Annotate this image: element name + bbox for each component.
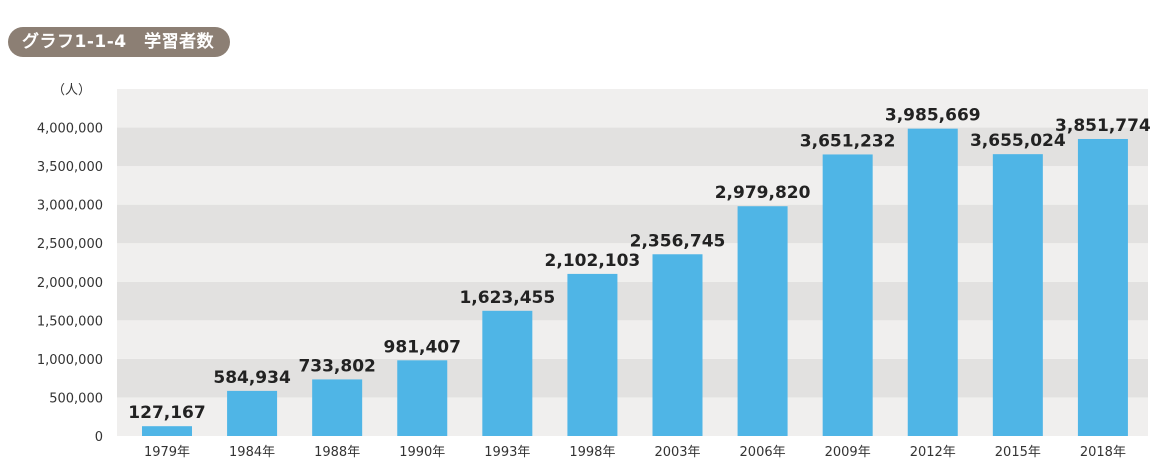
bar [822,154,873,436]
data-label: 3,655,024 [970,131,1066,151]
grid-band [117,358,1148,398]
x-tick-label: 2012年 [910,445,956,460]
x-tick-label: 2006年 [740,445,786,460]
grid-band [117,127,1148,167]
y-axis-ticks: 0 500,000 1,000,000 1,500,000 2,000,000 2,500… [37,122,103,445]
grid-band [117,166,1148,205]
bars [142,128,1128,437]
grid-band [117,89,1148,128]
bar [312,379,363,436]
y-tick-label: 3,500,000 [37,160,103,175]
grid-band [117,243,1148,282]
bar [397,360,448,436]
data-label: 2,102,103 [545,251,641,271]
x-tick-label: 1988年 [314,445,360,460]
bar [1077,138,1128,437]
bar [227,390,278,436]
x-tick-label: 1984年 [229,445,275,460]
bar [907,128,958,436]
y-axis-unit: （人） [52,83,91,98]
y-tick-label: 1,500,000 [37,314,103,329]
y-tick-label: 2,000,000 [37,276,103,291]
x-tick-label: 1990年 [399,445,445,460]
y-tick-label: 3,000,000 [37,199,103,214]
y-tick-label: 1,000,000 [37,353,103,368]
x-tick-label: 1993年 [484,445,530,460]
bar [482,310,533,436]
y-tick-label: 4,000,000 [37,122,103,137]
bar [992,154,1043,436]
data-label: 2,356,745 [630,231,726,251]
x-tick-label: 2003年 [654,445,700,460]
data-label: 3,651,232 [800,131,896,151]
x-axis-ticks: 1979年 1984年 1988年 1990年 1993年 1998年 2003年 2006年… [144,445,1126,460]
data-label: 3,851,774 [1055,116,1151,136]
y-tick-label: 0 [95,430,103,445]
grid-bands [117,89,1148,436]
x-tick-label: 1979年 [144,445,190,460]
data-label: 1,623,455 [459,288,555,308]
data-label: 981,407 [384,337,461,357]
data-label: 127,167 [128,403,205,423]
x-tick-label: 1998年 [569,445,615,460]
x-tick-label: 2015年 [995,445,1041,460]
grid-band [117,281,1148,321]
data-label: 584,934 [213,368,291,388]
data-labels: 127,167 584,934 733,802 981,407 1,623,455 2,1… [128,106,1151,424]
x-tick-label: 2018年 [1080,445,1126,460]
bar [567,273,618,436]
bar [652,254,703,436]
chart-title: グラフ1-1-4 学習者数 [8,27,231,57]
bar [142,426,192,436]
data-label: 733,802 [298,356,375,376]
grid-band [117,320,1148,359]
data-label: 3,985,669 [885,106,981,126]
x-tick-label: 2009年 [825,445,871,460]
y-tick-label: 2,500,000 [37,237,103,252]
grid-band [117,204,1148,244]
y-tick-label: 500,000 [49,391,103,406]
bar [737,206,788,436]
grid-band [117,397,1148,436]
data-label: 2,979,820 [715,183,811,203]
